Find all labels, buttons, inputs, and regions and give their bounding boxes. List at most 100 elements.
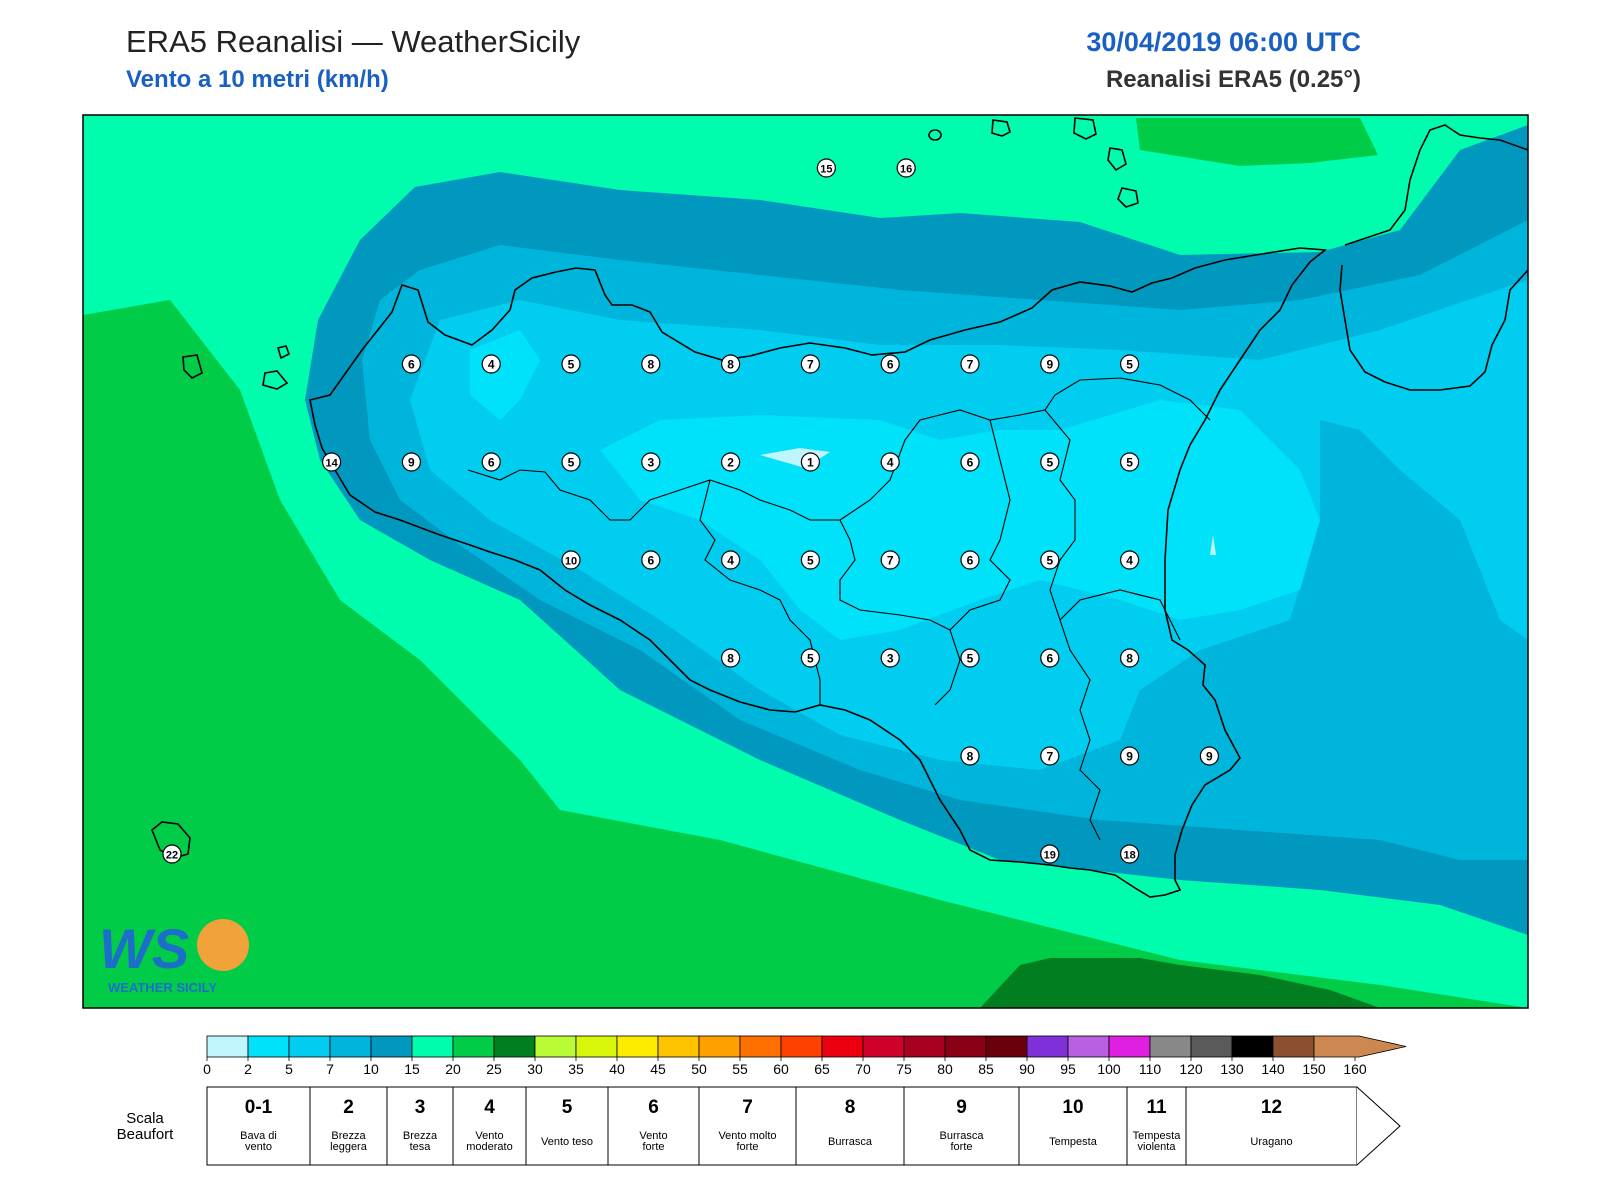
colorbar-tick-label: 7 <box>326 1061 334 1077</box>
colorbar-swatch <box>657 1035 700 1058</box>
station-4: 5 <box>561 354 581 374</box>
station-wind-value: 2 <box>727 456 734 470</box>
beaufort-number: 5 <box>562 1097 573 1118</box>
station-wind-value: 5 <box>1046 554 1053 568</box>
station-wind-value: 19 <box>1044 850 1056 862</box>
station-wind-value: 4 <box>1126 554 1133 568</box>
colorbar-tick-label: 75 <box>896 1061 912 1077</box>
beaufort-description: Vento <box>639 1130 667 1142</box>
station-1: 16 <box>896 158 916 178</box>
wind-speed-colorbar: 0 2 5 7 10 15 20 25 30 35 40 45 50 55 60 65 70 75 80 85 90 95… <box>203 1035 1407 1077</box>
logo-text: WEATHER SICILY <box>108 980 217 995</box>
station-wind-value: 7 <box>887 554 894 568</box>
station-marker-circle <box>401 452 421 472</box>
field-0-2-b <box>1210 535 1216 555</box>
colorbar-tick-label: 15 <box>404 1061 420 1077</box>
station-marker-circle <box>720 354 741 374</box>
station-marker-circle <box>800 648 821 668</box>
station-40: 9 <box>1199 746 1220 766</box>
station-wind-value: 5 <box>967 652 974 666</box>
station-marker-circle <box>322 452 342 472</box>
colorbar-swatch <box>944 1035 987 1058</box>
colorbar-swatch <box>1026 1035 1069 1058</box>
beaufort-description: leggera <box>330 1141 368 1153</box>
beaufort-description: tesa <box>410 1141 432 1153</box>
beaufort-box <box>452 1086 527 1166</box>
station-wind-value: 8 <box>727 358 734 372</box>
colorbar-swatch <box>534 1035 577 1058</box>
station-marker-circle <box>800 550 821 570</box>
colorbar-tick-label: 25 <box>486 1061 502 1077</box>
map-title: ERA5 Reanalisi — WeatherSicily <box>126 24 581 59</box>
beaufort-number: 4 <box>484 1097 495 1118</box>
station-marker-circle <box>720 648 741 668</box>
beaufort-description: Vento <box>475 1130 503 1142</box>
colorbar-swatch <box>616 1035 659 1058</box>
station-41: 22 <box>162 844 182 864</box>
station-7: 7 <box>800 354 821 374</box>
station-10: 9 <box>1040 354 1060 374</box>
station-wind-value: 10 <box>565 556 577 568</box>
beaufort-number: 12 <box>1261 1097 1282 1118</box>
beaufort-class-5: 5 Vento teso <box>525 1086 609 1166</box>
colorbar-tick-label: 5 <box>285 1061 293 1077</box>
station-29: 5 <box>1040 550 1060 570</box>
beaufort-description: Tempesta <box>1049 1136 1098 1148</box>
station-wind-value: 6 <box>408 358 415 372</box>
beaufort-description: violenta <box>1138 1141 1177 1153</box>
station-marker-circle <box>720 550 741 570</box>
station-wind-value: 15 <box>820 164 832 176</box>
station-marker-circle <box>641 354 661 374</box>
beaufort-box <box>525 1086 609 1166</box>
colorbar-tick-label: 150 <box>1302 1061 1326 1077</box>
station-marker-circle <box>641 550 661 570</box>
station-marker-circle <box>1040 550 1060 570</box>
station-marker-circle <box>880 354 900 374</box>
colorbar-tick-label: 45 <box>650 1061 666 1077</box>
station-marker-circle <box>561 354 581 374</box>
station-8: 6 <box>880 354 900 374</box>
beaufort-number: 7 <box>742 1097 753 1118</box>
colorbar-tick-label: 50 <box>691 1061 707 1077</box>
colorbar-swatch <box>370 1035 413 1058</box>
beaufort-box <box>607 1086 700 1166</box>
station-wind-value: 3 <box>887 652 894 666</box>
colorbar-swatch <box>1231 1035 1274 1058</box>
beaufort-number: 6 <box>648 1097 659 1118</box>
station-wind-value: 22 <box>166 850 178 862</box>
station-31: 8 <box>720 648 741 668</box>
station-wind-value: 8 <box>647 358 654 372</box>
station-wind-value: 5 <box>568 358 575 372</box>
colorbar-tick-label: 0 <box>203 1061 211 1077</box>
station-wind-value: 4 <box>887 456 894 470</box>
station-wind-value: 7 <box>967 358 974 372</box>
station-wind-value: 9 <box>1046 358 1053 372</box>
station-21: 5 <box>1040 452 1060 472</box>
beaufort-number: 2 <box>343 1097 354 1118</box>
station-24: 6 <box>641 550 661 570</box>
station-wind-value: 1 <box>807 456 814 470</box>
colorbar-tick-label: 85 <box>978 1061 994 1077</box>
station-wind-value: 7 <box>807 358 814 372</box>
beaufort-class-8: 8 Burrasca <box>795 1086 905 1166</box>
beaufort-description: Burrasca <box>939 1130 984 1142</box>
map-subtitle: Vento a 10 metri (km/h) <box>126 66 389 93</box>
station-wind-value: 9 <box>408 456 415 470</box>
field-25-30 <box>980 958 1380 1008</box>
station-marker-circle <box>960 746 980 766</box>
station-marker-circle <box>720 452 741 472</box>
station-marker-circle <box>162 844 182 864</box>
colorbar-swatch <box>1108 1035 1151 1058</box>
station-wind-value: 16 <box>900 164 912 176</box>
colorbar-swatch <box>247 1035 290 1058</box>
colorbar-tick-label: 160 <box>1343 1061 1367 1077</box>
station-marker-circle <box>641 452 661 472</box>
sicily-coastline <box>309 247 1328 898</box>
station-marker-circle <box>1199 746 1220 766</box>
station-13: 9 <box>401 452 421 472</box>
station-wind-value: 7 <box>1046 750 1053 764</box>
beaufort-description: Brezza <box>403 1130 438 1142</box>
beaufort-description: Burrasca <box>828 1136 873 1148</box>
